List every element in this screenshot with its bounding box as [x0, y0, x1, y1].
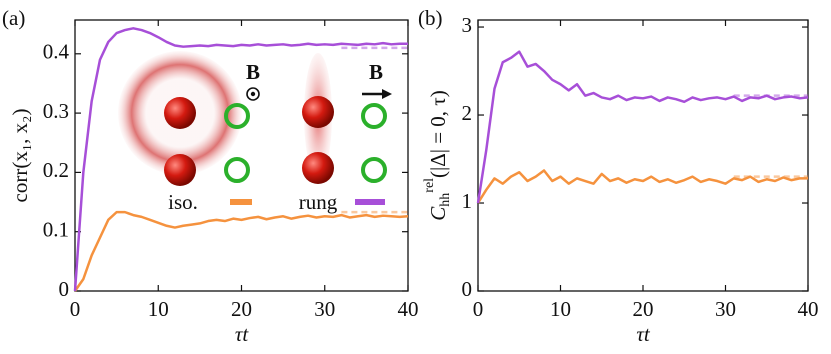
x-tick-label: 30 [715, 297, 736, 321]
particle [164, 154, 196, 186]
x-tick-label: 40 [798, 297, 819, 321]
legend-swatch [355, 199, 385, 205]
y-axis-label-part: (|Δ| = 0, τ) [426, 90, 450, 178]
field-out-icon [246, 87, 260, 101]
hole [361, 103, 387, 129]
hole [224, 157, 250, 183]
x-axis-label: τt [636, 322, 651, 346]
panel-label: (a) [2, 6, 25, 30]
y-tick-label: 1 [462, 189, 473, 213]
y-tick-label: 0.3 [43, 99, 69, 123]
y-axis-label: corr(x₁, x₂) [8, 109, 32, 203]
plot-frame [74, 19, 409, 292]
y-tick-label: 2 [462, 101, 473, 125]
data-line [73, 210, 409, 292]
y-tick-label: 0.4 [43, 40, 70, 64]
y-axis-label: Chhrel(|Δ| = 0, τ) [422, 90, 453, 220]
y-axis-label-part: hh [438, 193, 453, 207]
legend-swatch [230, 199, 252, 205]
field-arrow [382, 89, 392, 99]
data-line [476, 169, 808, 204]
x-tick-label: 20 [633, 297, 654, 321]
x-tick-label: 10 [550, 297, 571, 321]
legend-label: iso. [168, 190, 198, 214]
y-tick-label: 0 [59, 277, 70, 301]
y-tick-label: 0 [462, 277, 473, 301]
x-tick-label: 30 [314, 297, 335, 321]
plot-frame [477, 19, 809, 292]
data-line [476, 50, 809, 204]
panel-label: (b) [418, 6, 443, 30]
field-label: B [369, 60, 383, 84]
hole [224, 103, 250, 129]
x-axis-label: τt [235, 322, 250, 346]
y-tick-label: 0.2 [43, 158, 69, 182]
legend-label: rung [299, 190, 338, 214]
x-tick-label: 20 [231, 297, 252, 321]
y-tick-label: 3 [462, 13, 473, 37]
hole [361, 157, 387, 183]
particle [302, 96, 334, 128]
x-tick-label: 10 [148, 297, 169, 321]
inset-illustration: B B iso. rung [118, 51, 392, 214]
y-axis-label-part: rel [422, 178, 437, 193]
field-out-icon [250, 91, 256, 97]
y-axis-label-part: C [426, 206, 450, 221]
x-tick-label: 0 [473, 297, 484, 321]
x-tick-label: 0 [70, 297, 81, 321]
particle [302, 152, 334, 184]
data-line [73, 27, 408, 292]
y-tick-label: 0.1 [43, 218, 69, 242]
particle [164, 97, 196, 129]
x-tick-label: 40 [398, 297, 419, 321]
field-label: B [246, 60, 260, 84]
